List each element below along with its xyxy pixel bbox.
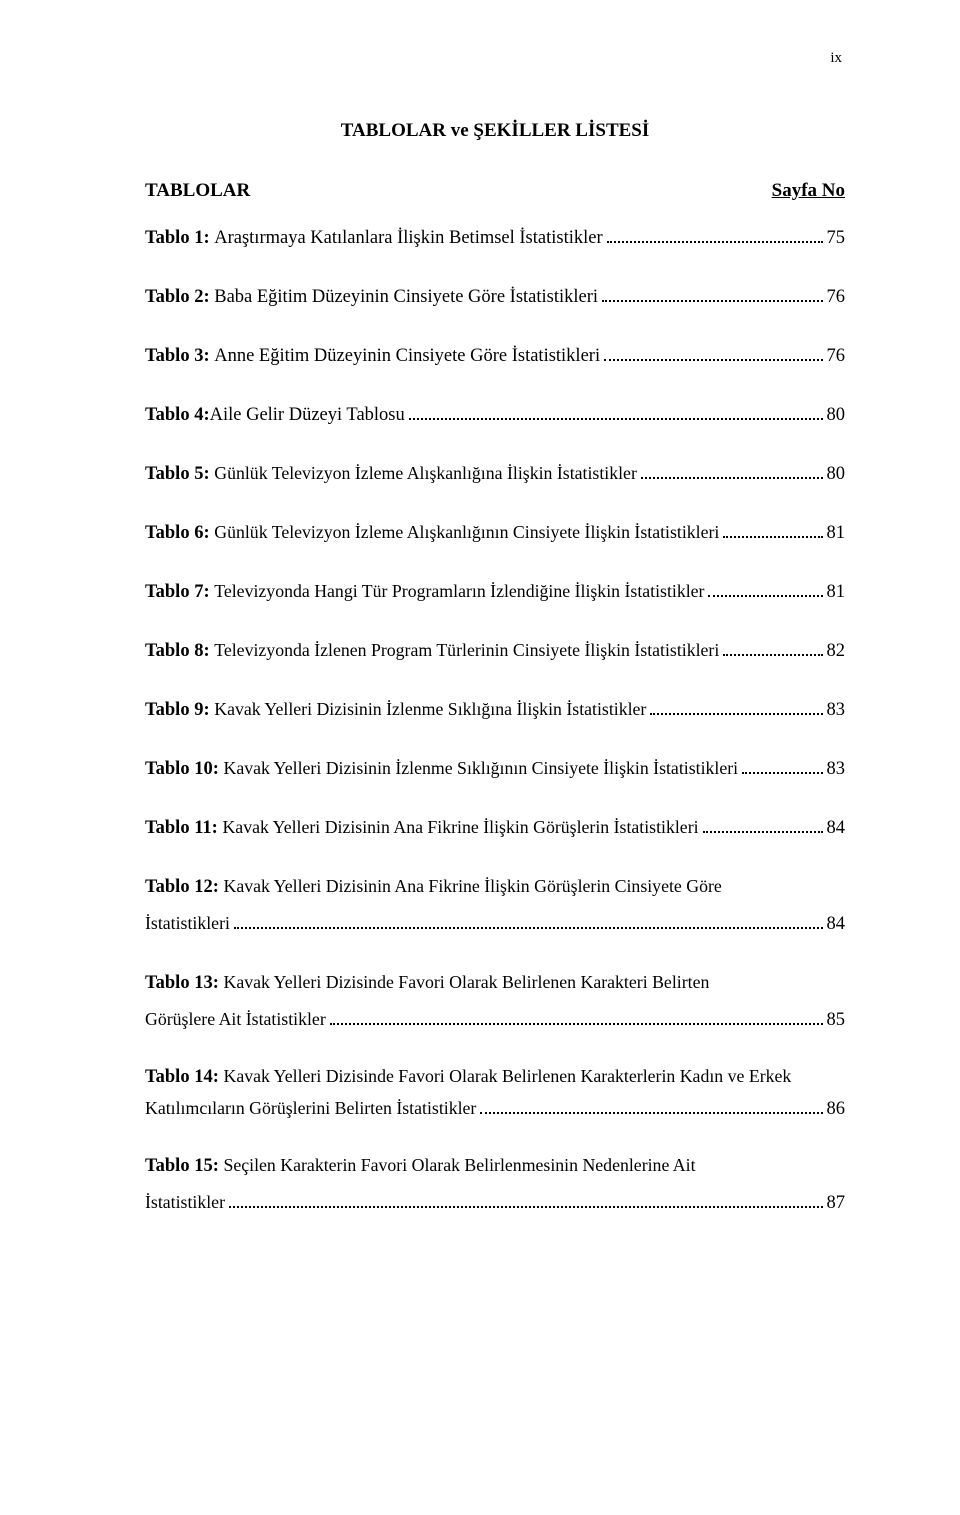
toc-label: Tablo 4: [145,405,210,425]
toc-entry: Tablo 4:Aile Gelir Düzeyi Tablosu 80 [145,397,845,434]
toc-page: 86 [827,1094,846,1125]
toc-label: Tablo 7: [145,582,214,602]
toc-entry: Tablo 7: Televizyonda Hangi Tür Programl… [145,574,845,611]
toc-label: Tablo 12: [145,877,223,897]
toc-header-row: TABLOLAR Sayfa No [145,180,845,202]
toc-desc: Araştırmaya Katılanlara İlişkin Betimsel… [214,228,602,248]
toc-desc: Seçilen Karakterin Favori Olarak Belirle… [223,1155,695,1175]
toc-desc: Aile Gelir Düzeyi Tablosu [210,405,405,425]
toc-page: 85 [827,1002,846,1039]
toc-page: 76 [827,338,846,375]
toc-entry: Tablo 13: Kavak Yelleri Dizisinde Favori… [145,965,845,1039]
toc-page: 81 [827,515,846,552]
toc-desc: Kavak Yelleri Dizisinin Ana Fikrine İliş… [222,817,698,837]
toc-desc: Kavak Yelleri Dizisinin İzlenme Sıklığın… [223,758,738,778]
toc-page: 80 [827,456,846,493]
toc-desc: Kavak Yelleri Dizisinde Favori Olarak Be… [223,972,709,992]
leader-dots [723,639,822,656]
toc-entry: Tablo 11: Kavak Yelleri Dizisinin Ana Fi… [145,810,845,847]
toc-label: Tablo 2: [145,287,214,307]
leader-dots [604,344,822,361]
leader-dots [330,1008,823,1025]
page-title: TABLOLAR ve ŞEKİLLER LİSTESİ [145,120,845,142]
toc-label: Tablo 5: [145,464,214,484]
toc-label: Tablo 3: [145,346,214,366]
toc-label: Tablo 6: [145,523,214,543]
leader-dots [602,285,822,302]
toc-desc: Günlük Televizyon İzleme Alışkanlığının … [214,522,719,542]
toc-entry: Tablo 2: Baba Eğitim Düzeyinin Cinsiyete… [145,279,845,316]
toc-entry: Tablo 14: Kavak Yelleri Dizisinde Favori… [145,1061,845,1126]
toc-page: 83 [827,692,846,729]
leader-dots [742,757,822,774]
toc-header-left: TABLOLAR [145,180,250,202]
toc-header-right: Sayfa No [772,180,845,202]
toc-page: 82 [827,633,846,670]
leader-dots [229,1191,823,1208]
toc-entry: Tablo 8: Televizyonda İzlenen Program Tü… [145,633,845,670]
leader-dots [641,462,823,479]
toc-label: Tablo 10: [145,759,223,779]
toc-entry: Tablo 10: Kavak Yelleri Dizisinin İzlenm… [145,751,845,788]
toc-desc-cont: Görüşlere Ait İstatistikler [145,1002,326,1038]
leader-dots [409,403,823,420]
toc-label: Tablo 11: [145,818,222,838]
toc-page: 81 [827,574,846,611]
toc-page: 75 [827,220,846,257]
toc-label: Tablo 15: [145,1156,223,1176]
leader-dots [480,1098,822,1115]
toc-page: 76 [827,279,846,316]
toc-entry: Tablo 1: Araştırmaya Katılanlara İlişkin… [145,220,845,257]
leader-dots [607,226,823,243]
toc-page: 84 [827,810,846,847]
toc-desc: Günlük Televizyon İzleme Alışkanlığına İ… [214,463,637,483]
leader-dots [650,698,822,715]
toc-entry: Tablo 12: Kavak Yelleri Dizisinin Ana Fi… [145,869,845,943]
toc-page: 87 [827,1185,846,1222]
toc-list: Tablo 1: Araştırmaya Katılanlara İlişkin… [145,220,845,1222]
toc-desc: Baba Eğitim Düzeyinin Cinsiyete Göre İst… [214,287,598,307]
toc-label: Tablo 8: [145,641,214,661]
toc-desc: Televizyonda Hangi Tür Programların İzle… [214,581,704,601]
toc-desc: Kavak Yelleri Dizisinin İzlenme Sıklığın… [214,699,646,719]
toc-entry: Tablo 5: Günlük Televizyon İzleme Alışka… [145,456,845,493]
leader-dots [723,521,822,538]
toc-label: Tablo 1: [145,228,214,248]
toc-desc-cont: İstatistikleri [145,906,230,942]
toc-page: 84 [827,906,846,943]
toc-entry: Tablo 15: Seçilen Karakterin Favori Olar… [145,1148,845,1222]
leader-dots [708,580,822,597]
toc-label: Tablo 13: [145,973,223,993]
toc-page: 80 [827,397,846,434]
toc-desc: Televizyonda İzlenen Program Türlerinin … [214,640,719,660]
toc-label: Tablo 14: [145,1067,223,1087]
toc-desc: Anne Eğitim Düzeyinin Cinsiyete Göre İst… [214,346,600,366]
toc-entry: Tablo 3: Anne Eğitim Düzeyinin Cinsiyete… [145,338,845,375]
toc-desc-cont: İstatistikler [145,1185,225,1221]
toc-page: 83 [827,751,846,788]
toc-desc-cont: Katılımcıların Görüşlerini Belirten İsta… [145,1093,476,1123]
toc-entry: Tablo 9: Kavak Yelleri Dizisinin İzlenme… [145,692,845,729]
toc-desc: Kavak Yelleri Dizisinde Favori Olarak Be… [223,1066,791,1086]
leader-dots [234,912,823,929]
toc-entry: Tablo 6: Günlük Televizyon İzleme Alışka… [145,515,845,552]
toc-desc: Kavak Yelleri Dizisinin Ana Fikrine İliş… [223,876,721,896]
toc-label: Tablo 9: [145,700,214,720]
page-number: ix [830,50,842,67]
leader-dots [703,816,823,833]
